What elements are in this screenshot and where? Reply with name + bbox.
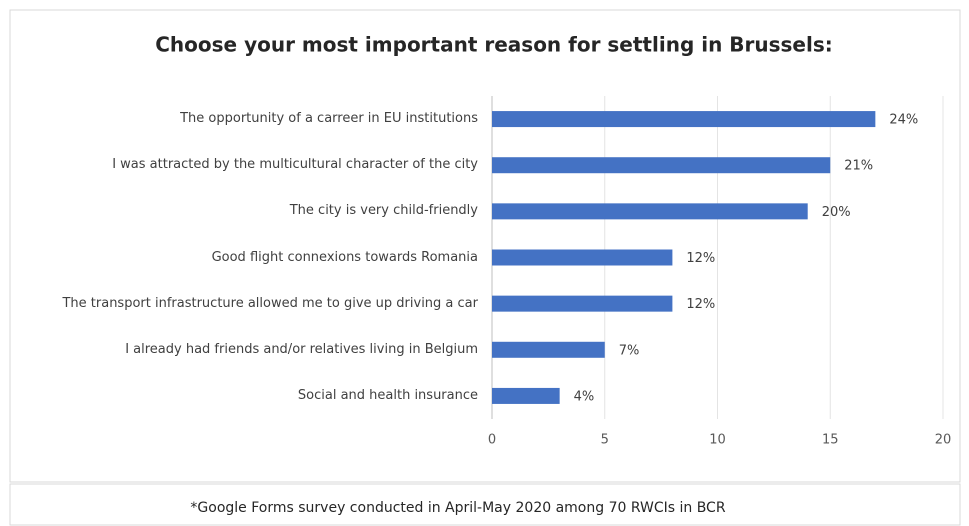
bar [492,111,876,128]
bar [492,387,560,404]
bar [492,341,605,358]
value-label: 20% [822,205,851,220]
x-tick-label: 20 [935,433,952,448]
chart-frame [9,9,961,483]
value-label: 21% [844,159,873,174]
y-tick-label: I was attracted by the multicultural cha… [112,157,478,173]
value-label: 4% [574,389,595,404]
bar [492,295,673,312]
note-frame [9,483,961,526]
footnote: *Google Forms survey conducted in April-… [190,500,725,516]
y-tick-label: Good flight connexions towards Romania [211,249,478,265]
value-label: 24% [889,113,918,128]
x-tick-label: 10 [709,433,726,448]
y-tick-label: The transport infrastructure allowed me … [62,295,478,311]
y-tick-label: I already had friends and/or relatives l… [125,341,478,357]
value-label: 12% [686,297,715,312]
chart-title: Choose your most important reason for se… [155,33,833,57]
x-tick-label: 5 [601,433,609,448]
value-label: 7% [619,343,640,358]
bar [492,249,673,266]
y-tick-label: The opportunity of a carreer in EU insti… [180,111,478,127]
bar [492,203,808,220]
value-label: 12% [686,251,715,266]
bar [492,157,831,174]
x-tick-label: 15 [822,433,839,448]
y-tick-label: The city is very child-friendly [289,203,478,219]
y-tick-label: Social and health insurance [297,387,478,403]
x-tick-label: 0 [488,433,496,448]
